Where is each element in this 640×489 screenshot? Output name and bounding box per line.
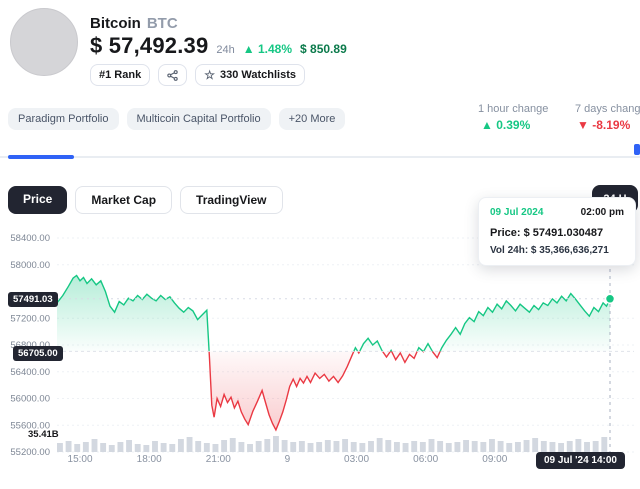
svg-text:15:00: 15:00 — [68, 454, 93, 465]
svg-text:21:00: 21:00 — [206, 454, 231, 465]
svg-text:58400.00: 58400.00 — [10, 233, 50, 244]
change-amount: $ 850.89 — [300, 42, 347, 56]
svg-text:18:00: 18:00 — [137, 454, 162, 465]
star-icon: ☆ — [204, 68, 215, 82]
week-change-label: 7 days change — [575, 103, 640, 115]
badge-row: #1 Rank ☆ 330 Watchlists — [90, 64, 305, 86]
chart-tabs: Price Market Cap TradingView — [8, 186, 283, 214]
svg-text:03:00: 03:00 — [344, 454, 369, 465]
week-change-value: ▼ -8.19% — [577, 118, 631, 132]
current-time-axis-badge: 09 Jul '24 14:00 — [536, 452, 625, 469]
horizontal-scrollbar-thumb[interactable] — [8, 155, 74, 159]
baseline-price-axis-badge: 56705.00 — [13, 346, 63, 361]
svg-text:55200.00: 55200.00 — [10, 447, 50, 458]
volume-bars — [57, 436, 608, 452]
current-price-axis-badge: 57491.03 — [8, 292, 58, 307]
svg-text:57200.00: 57200.00 — [10, 313, 50, 324]
tab-market-cap[interactable]: Market Cap — [75, 186, 173, 214]
section-divider — [0, 156, 640, 158]
tooltip-time: 02:00 pm — [580, 207, 624, 218]
coin-title: Bitcoin BTC — [90, 15, 178, 32]
svg-text:55600.00: 55600.00 — [10, 420, 50, 431]
svg-text:9: 9 — [285, 454, 291, 465]
up-arrow-icon: ▲ — [481, 118, 497, 132]
svg-text:06:00: 06:00 — [413, 454, 438, 465]
current-price: $ 57,492.39 — [90, 33, 209, 58]
last-price-dot — [604, 293, 616, 305]
down-arrow-icon: ▼ — [577, 118, 593, 132]
change-up-icon: ▲ — [242, 42, 258, 56]
svg-text:58000.00: 58000.00 — [10, 260, 50, 271]
hour-change-value: ▲ 0.39% — [481, 118, 531, 132]
period-label: 24h — [216, 44, 235, 56]
share-icon — [167, 69, 178, 81]
volume-axis-label: 35.41B — [26, 429, 61, 440]
price-line-down — [208, 351, 441, 432]
tab-tradingview[interactable]: TradingView — [180, 186, 283, 214]
area-above-baseline — [57, 275, 610, 352]
area-below-baseline — [57, 351, 610, 430]
vertical-scrollbar-thumb[interactable] — [634, 144, 640, 155]
hour-change-label: 1 hour change — [478, 103, 549, 115]
tooltip-price: Price: $ 57491.030487 — [490, 227, 604, 239]
share-button[interactable] — [158, 64, 188, 86]
svg-text:56000.00: 56000.00 — [10, 394, 50, 405]
chart-tooltip: 09 Jul 2024 02:00 pm Price: $ 57491.0304… — [478, 197, 636, 266]
y-axis-labels: 58400.00 58000.00 57200.00 56800.00 56400.00… — [10, 233, 50, 458]
coin-symbol: BTC — [146, 15, 178, 32]
price-line-up — [56, 274, 611, 352]
x-axis-labels: 15:00 18:00 21:00 9 03:00 06:00 09:00 — [68, 454, 508, 465]
svg-text:09:00: 09:00 — [482, 454, 507, 465]
watchlist-button[interactable]: ☆ 330 Watchlists — [195, 64, 305, 86]
tooltip-volume: Vol 24h: $ 35,366,636,271 — [490, 245, 609, 256]
svg-text:56400.00: 56400.00 — [10, 367, 50, 378]
coin-logo — [10, 8, 78, 76]
tab-price[interactable]: Price — [8, 186, 68, 214]
tag-paradigm-portfolio[interactable]: Paradigm Portfolio — [8, 108, 119, 130]
rank-badge: #1 Rank — [90, 64, 151, 86]
change-percent: ▲ 1.48% — [242, 42, 293, 56]
portfolio-tags: Paradigm Portfolio Multicoin Capital Por… — [8, 108, 346, 130]
tooltip-date: 09 Jul 2024 — [490, 207, 544, 218]
svg-text:56800.00: 56800.00 — [10, 340, 50, 351]
tag-more[interactable]: +20 More — [278, 108, 346, 130]
coin-name: Bitcoin — [90, 15, 141, 32]
price-row: $ 57,492.39 24h ▲ 1.48% $ 850.89 — [90, 33, 347, 59]
tag-multicoin-capital-portfolio[interactable]: Multicoin Capital Portfolio — [126, 108, 271, 130]
watchlist-label: 330 Watchlists — [219, 69, 296, 81]
